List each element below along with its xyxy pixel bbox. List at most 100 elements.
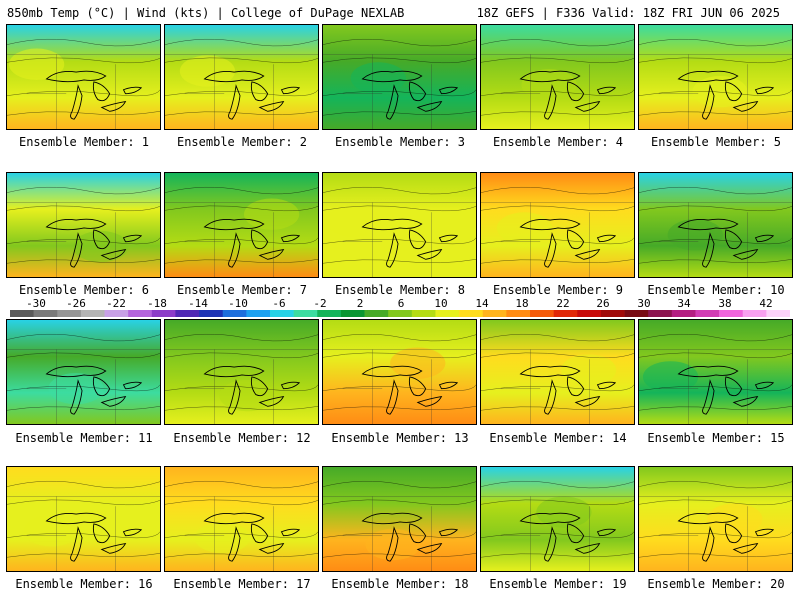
ensemble-member-label: Ensemble Member: 4 [492, 135, 624, 149]
temperature-map [639, 25, 792, 129]
state-borders [323, 54, 476, 129]
ensemble-map-panel [480, 172, 635, 278]
temperature-region [390, 347, 446, 379]
ensemble-map-panel [164, 172, 319, 278]
isotherm-contour [323, 352, 476, 359]
colorbar-swatch [80, 310, 105, 317]
temperature-map [639, 173, 792, 277]
isotherm-contour [165, 89, 318, 97]
isotherm-contour [323, 205, 476, 212]
great-lakes-outline [677, 512, 775, 562]
isotherm-contour [7, 57, 160, 64]
isotherm-contour [7, 480, 160, 489]
ensemble-member-label: Ensemble Member: 5 [650, 135, 782, 149]
isotherm-contour [639, 205, 792, 212]
isotherm-contour [7, 406, 160, 411]
isotherm-contour [639, 406, 792, 411]
ensemble-map-panel [322, 24, 477, 130]
title-left: 850mb Temp (°C) | Wind (kts) | College o… [7, 6, 405, 20]
temperature-map [165, 467, 318, 571]
isotherm-contour [323, 553, 476, 558]
temperature-map [165, 25, 318, 129]
isotherm-contour [639, 531, 792, 539]
isotherm-contour [481, 384, 634, 392]
isotherm-contour [7, 352, 160, 359]
great-lakes-outline [203, 365, 301, 415]
great-lakes-outline [203, 70, 301, 120]
state-borders [323, 496, 476, 571]
ensemble-map-panel [322, 172, 477, 278]
temperature-region [560, 354, 617, 386]
isotherm-contour [481, 111, 634, 116]
isotherm-contour [165, 333, 318, 342]
ensemble-member-label: Ensemble Member: 1 [18, 135, 150, 149]
isotherm-contour [323, 499, 476, 506]
isotherm-contour [7, 531, 160, 539]
temperature-map [639, 467, 792, 571]
great-lakes-outline [203, 512, 301, 562]
ensemble-member-label: Ensemble Member: 3 [334, 135, 466, 149]
state-borders [7, 54, 160, 129]
temperature-region [692, 76, 748, 108]
isotherm-contour [165, 259, 318, 264]
great-lakes-outline [45, 365, 143, 415]
state-borders [165, 496, 318, 571]
state-borders [323, 349, 476, 424]
colorbar-tick-label: 34 [677, 297, 691, 310]
ensemble-member-label: Ensemble Member: 15 [647, 431, 785, 445]
ensemble-member-label: Ensemble Member: 11 [15, 431, 153, 445]
colorbar-tick-label: 18 [515, 297, 529, 310]
isotherm-contour [323, 333, 476, 342]
isotherm-contour [481, 237, 634, 245]
ensemble-map-panel [322, 319, 477, 425]
header: 850mb Temp (°C) | Wind (kts) | College o… [0, 0, 800, 22]
isotherm-contour [323, 406, 476, 411]
temperature-colorbar: -30 -26 -22 -18 -14 -10 -6 -2 2 6 10 14 18 22 26 30 34 38… [0, 297, 800, 319]
isotherm-contour [481, 499, 634, 506]
temperature-region [667, 219, 723, 251]
colorbar-tick-label: -30 [26, 297, 46, 310]
isotherm-contour [7, 89, 160, 97]
temperature-region [521, 69, 577, 101]
colorbar-swatch [293, 310, 318, 317]
great-lakes-outline [677, 365, 775, 415]
colorbar-swatch [270, 310, 294, 317]
colorbar-tick-label: -2 [313, 297, 327, 310]
temperature-map [639, 320, 792, 424]
isotherm-contour [165, 237, 318, 245]
isotherm-contour [323, 237, 476, 245]
isotherm-contour [481, 406, 634, 411]
isotherm-contour [7, 259, 160, 264]
isotherm-contour [165, 499, 318, 506]
ensemble-map-panel [6, 466, 161, 572]
colorbar-swatch [175, 310, 200, 317]
great-lakes-outline [361, 218, 459, 268]
ensemble-member-label: Ensemble Member: 17 [173, 577, 311, 591]
isotherm-contour [639, 384, 792, 392]
ensemble-map-panel [480, 319, 635, 425]
state-borders [165, 349, 318, 424]
isotherm-contour [323, 57, 476, 64]
ensemble-member-label: Ensemble Member: 6 [18, 283, 150, 297]
temperature-region [707, 503, 763, 535]
isotherm-contour [165, 186, 318, 195]
temperature-region [325, 205, 382, 237]
temperature-map [7, 25, 160, 129]
isotherm-contour [639, 333, 792, 342]
ensemble-map-panel [164, 466, 319, 572]
great-lakes-outline [45, 70, 143, 120]
isotherm-contour [323, 259, 476, 264]
great-lakes-outline [677, 218, 775, 268]
temperature-map [7, 467, 160, 571]
colorbar-swatch [766, 310, 790, 317]
state-borders [7, 496, 160, 571]
colorbar-tick-label: -14 [188, 297, 208, 310]
colorbar-tick-label: 26 [596, 297, 610, 310]
colorbar-swatch [222, 310, 247, 317]
colorbar-swatch [435, 310, 460, 317]
great-lakes-outline [361, 512, 459, 562]
state-borders [639, 202, 792, 277]
great-lakes-outline [677, 70, 775, 120]
ensemble-member-label: Ensemble Member: 20 [647, 577, 785, 591]
isotherm-contour [639, 89, 792, 97]
